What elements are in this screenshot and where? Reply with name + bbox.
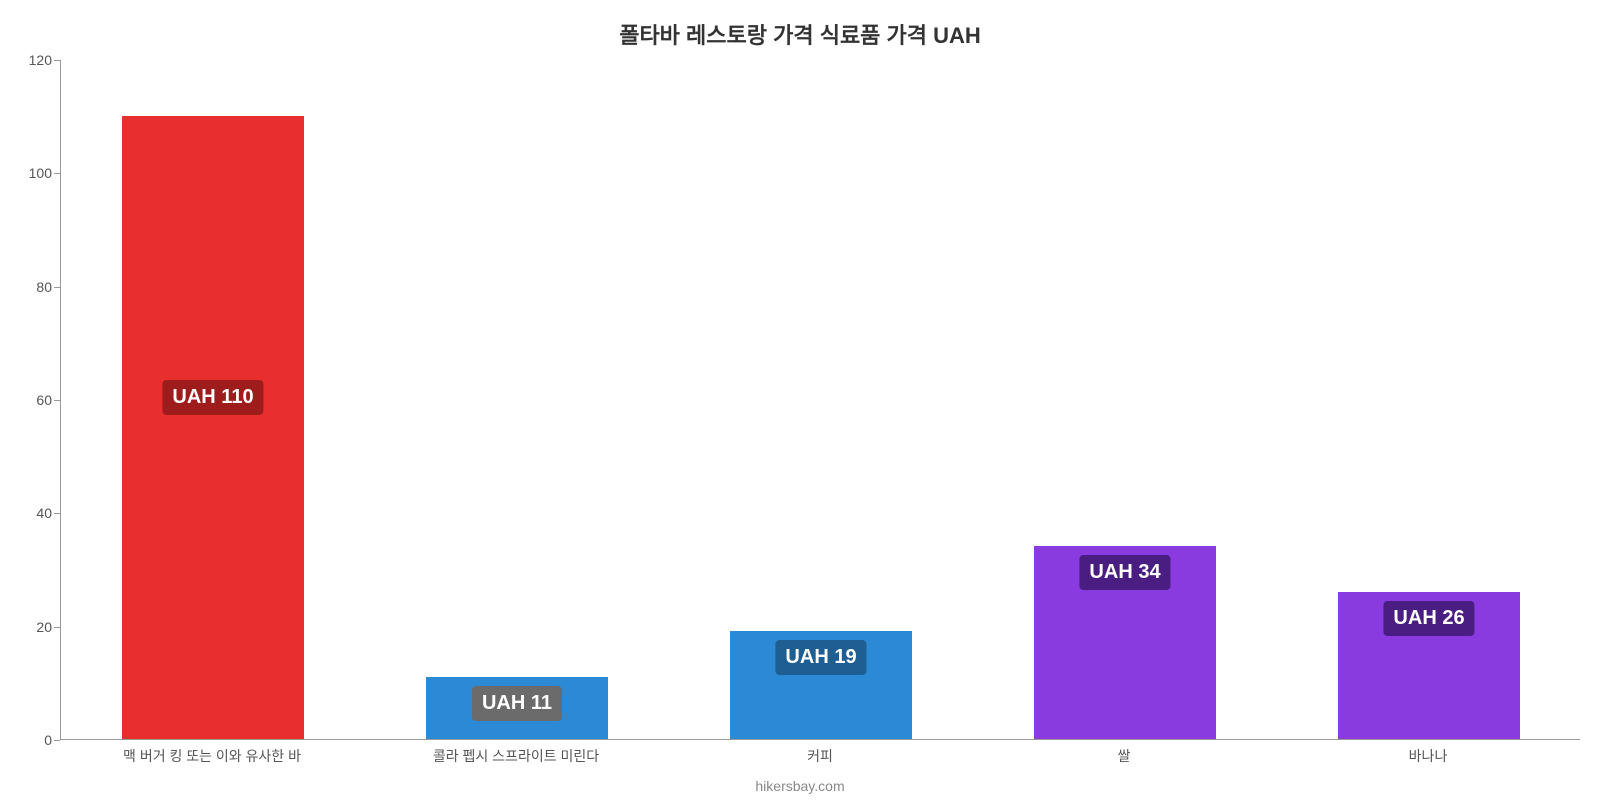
bar-value-label: UAH 110: [162, 380, 263, 415]
plot-area: UAH 110 UAH 11 UAH 19 UAH 34 UAH 26: [60, 60, 1580, 740]
x-axis-category-label: 커피: [807, 746, 833, 766]
y-tick-label: 60: [0, 392, 60, 408]
y-tick-label: 20: [0, 619, 60, 635]
y-tick-mark: [54, 740, 60, 741]
bar-value-label: UAH 11: [472, 686, 562, 721]
attribution-text: hikersbay.com: [0, 778, 1600, 794]
y-tick-label: 120: [0, 52, 60, 68]
y-tick-label: 100: [0, 165, 60, 181]
price-bar-chart: 폴타바 레스토랑 가격 식료품 가격 UAH 0 20 40 60 80 100 120 U…: [0, 0, 1600, 800]
x-axis-category-label: 맥 버거 킹 또는 이와 유사한 바: [123, 746, 301, 766]
bar-value-label: UAH 19: [775, 640, 866, 675]
y-tick-label: 0: [0, 732, 60, 748]
bar-value-label: UAH 34: [1079, 555, 1170, 590]
bar: [122, 116, 304, 739]
y-tick-label: 40: [0, 505, 60, 521]
bar-value-label: UAH 26: [1383, 601, 1474, 636]
x-axis-category-label: 쌀: [1118, 746, 1131, 766]
y-tick-label: 80: [0, 279, 60, 295]
chart-title: 폴타바 레스토랑 가격 식료품 가격 UAH: [0, 18, 1600, 50]
x-axis-category-label: 바나나: [1409, 746, 1448, 766]
x-axis-category-label: 콜라 펩시 스프라이트 미린다: [433, 746, 599, 766]
